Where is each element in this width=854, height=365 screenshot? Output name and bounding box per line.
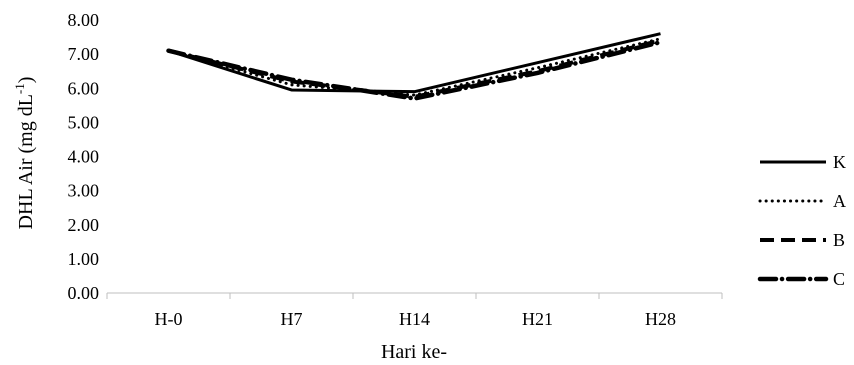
x-axis-tick-labels: H-0 H7 H14 H21 H28 — [155, 309, 677, 329]
legend-label-c: C — [833, 269, 845, 289]
series-line-b — [168, 38, 661, 99]
x-axis-title: Hari ke- — [381, 341, 447, 363]
legend-label-k: K — [833, 152, 846, 172]
x-tick-label: H21 — [522, 309, 553, 329]
x-tick-label: H28 — [645, 309, 676, 329]
y-tick-label: 7.00 — [68, 44, 100, 64]
legend-label-a: A — [833, 191, 846, 211]
series-line-k — [168, 32, 661, 94]
x-tick-label: H14 — [399, 309, 430, 329]
y-tick-label: 1.00 — [68, 249, 100, 269]
y-tick-label: 6.00 — [68, 78, 100, 98]
y-tick-label: 2.00 — [68, 215, 100, 235]
x-axis-tickmarks — [106, 293, 723, 299]
y-tick-label: 4.00 — [68, 147, 100, 167]
y-tick-label: 5.00 — [68, 112, 100, 132]
y-tick-label: 8.00 — [68, 10, 100, 30]
series-lines — [166, 32, 663, 101]
y-tick-label: 0.00 — [68, 283, 100, 303]
legend-label-b: B — [833, 230, 845, 250]
y-tick-label: 3.00 — [68, 181, 100, 201]
series-line-a — [167, 37, 662, 97]
y-axis-tick-labels: 0.00 1.00 2.00 3.00 4.00 5.00 6.00 7.00 8.00 — [68, 10, 100, 303]
x-tick-label: H7 — [281, 309, 303, 329]
y-axis-title: DHL Air (mg dL-1) — [12, 77, 37, 230]
x-tick-label: H-0 — [155, 309, 183, 329]
